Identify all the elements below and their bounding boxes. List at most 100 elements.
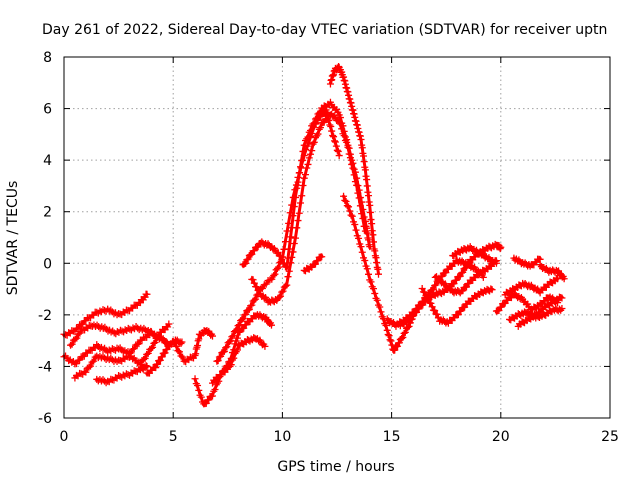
data-point-plus [462,263,470,271]
series-track-20 [449,243,500,267]
data-point-plus [371,289,379,297]
data-point-plus [424,296,432,304]
data-point-plus [391,346,399,354]
data-point-plus [161,349,169,357]
data-point-plus [338,125,346,133]
data-point-plus [250,247,258,255]
data-point-plus [365,192,373,200]
data-point-plus [115,345,123,353]
data-point-plus [68,340,76,348]
data-point-plus [310,119,318,127]
data-point-plus [267,321,275,329]
series-track-24 [514,293,566,330]
data-point-plus [299,181,307,189]
data-point-plus [442,269,450,277]
data-point-plus [398,334,406,342]
data-point-plus [327,123,335,131]
data-point-plus [349,164,357,172]
series-track-5 [93,362,151,387]
data-point-plus [135,340,143,348]
data-point-plus [150,339,158,347]
data-point-plus [432,281,440,289]
series-track-12 [248,110,369,306]
data-point-plus [310,138,318,146]
data-point-plus [368,220,376,228]
data-point-plus [383,326,391,334]
data-point-plus [158,353,166,361]
data-point-plus [318,253,326,261]
data-point-plus [72,360,80,368]
data-point-plus [74,324,82,332]
data-point-plus [354,189,362,197]
data-point-plus [105,307,113,315]
data-point-plus [308,147,316,155]
data-point-plus [353,181,361,189]
data-point-plus [459,268,467,276]
data-point-plus [394,342,402,350]
data-point-plus [558,294,566,302]
data-point-plus [331,137,339,145]
data-point-plus [387,337,395,345]
data-point-plus [140,355,148,363]
data-point-plus [154,333,162,341]
data-point-plus [279,287,287,295]
data-point-plus [229,332,237,340]
data-point-plus [299,147,307,155]
data-point-plus [356,202,364,210]
data-point-plus [384,330,392,338]
data-point-plus [233,334,241,342]
data-point-plus [418,284,426,292]
data-point-plus [422,292,430,300]
x-axis-title: GPS time / hours [277,459,394,475]
data-point-plus [262,280,270,288]
data-point-plus [294,217,302,225]
data-point-plus [335,152,343,160]
data-point-plus [363,265,371,273]
data-point-plus [358,210,366,218]
data-point-plus [373,296,381,304]
series-track-25 [510,254,544,270]
data-point-plus [99,345,107,353]
data-point-plus [147,344,155,352]
data-point-plus [234,322,242,330]
series-track-14 [326,62,382,278]
data-point-plus [174,347,182,355]
data-point-plus [293,184,301,192]
data-point-plus [304,133,312,141]
data-point-plus [558,305,566,312]
data-point-plus [67,341,75,349]
data-point-plus [133,359,141,367]
data-point-plus [277,252,285,260]
data-point-plus [242,259,250,267]
data-point-plus [292,193,300,201]
y-tick-label: 8 [43,50,52,66]
data-point-plus [298,192,306,200]
data-point-plus [345,203,353,211]
data-point-plus [560,275,568,283]
data-point-plus [85,363,93,371]
data-point-plus [227,337,235,345]
data-point-plus [278,256,286,264]
data-point-plus [370,285,378,293]
data-point-plus [152,364,160,372]
data-point-plus [214,357,222,365]
data-point-plus [270,272,278,280]
data-layer [60,62,568,408]
data-point-plus [348,212,356,220]
data-point-plus [278,288,286,296]
series-track-4 [71,320,173,382]
data-point-plus [409,312,417,320]
data-point-plus [363,182,371,190]
data-point-plus [277,292,285,300]
data-point-plus [340,192,348,200]
data-point-plus [178,338,186,346]
data-point-plus [285,267,293,275]
data-point-plus [300,141,308,149]
data-point-plus [369,231,377,239]
series-trace [215,109,341,363]
data-point-plus [388,341,396,349]
data-point-plus [249,276,257,284]
data-point-plus [365,270,373,278]
data-point-plus [232,327,240,335]
data-point-plus [345,150,353,158]
